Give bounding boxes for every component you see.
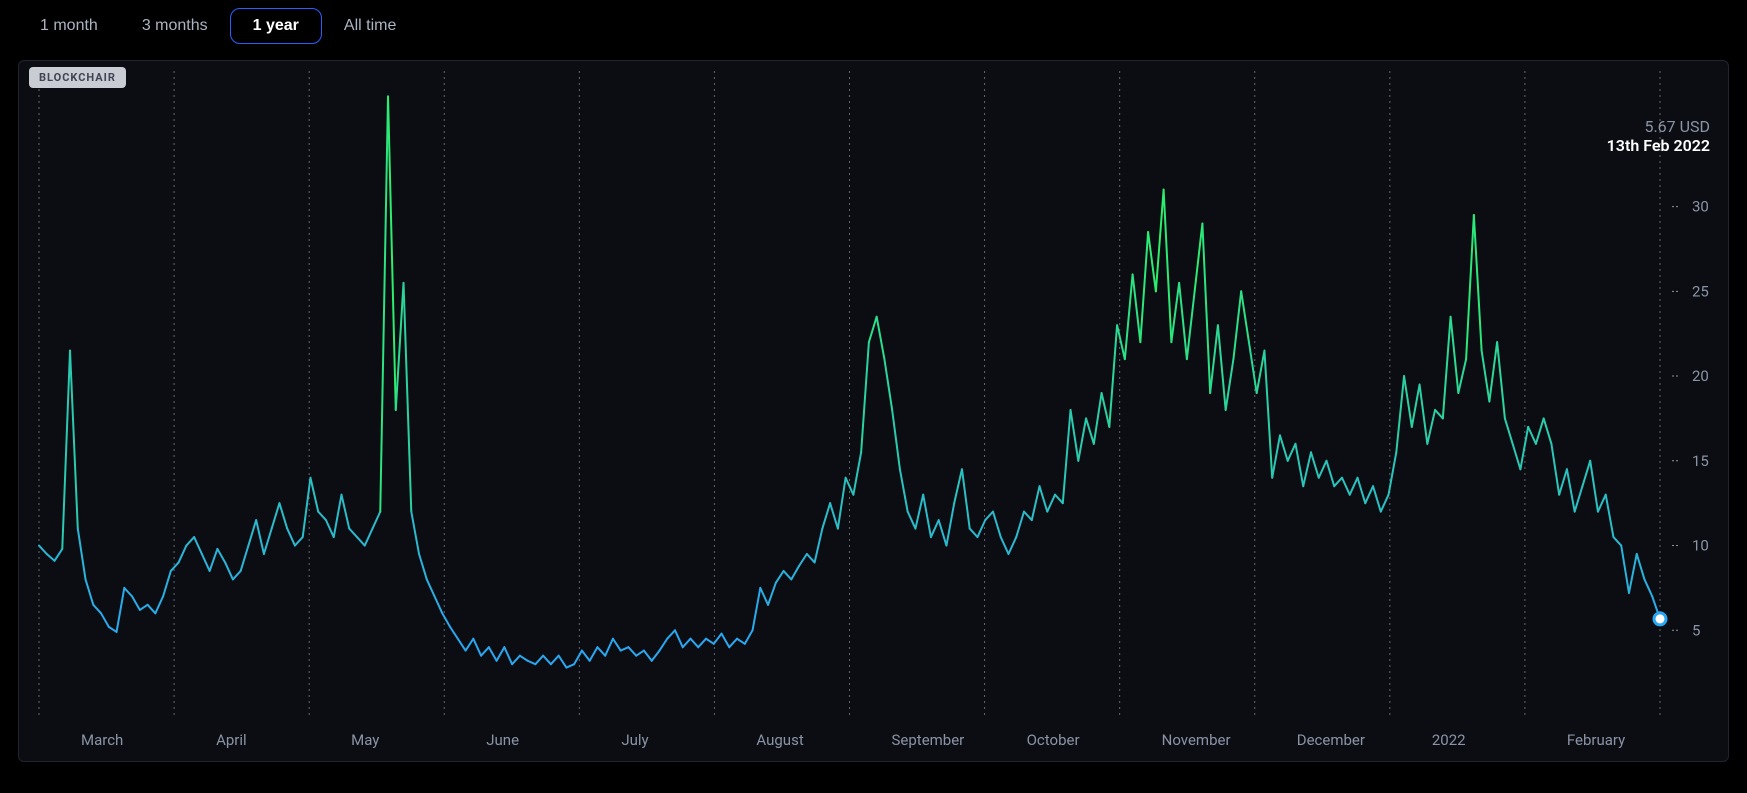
watermark-badge: BLOCKCHAIR [29,67,126,88]
svg-text:30: 30 [1692,198,1709,216]
svg-text:August: August [756,731,803,749]
svg-text:25: 25 [1692,282,1709,300]
svg-text:20: 20 [1692,367,1709,385]
svg-text:July: July [621,731,648,749]
time-range-tabs: 1 month 3 months 1 year All time [0,0,1747,52]
chart-svg: March April May June July August September Octo… [19,61,1730,761]
tab-3-months[interactable]: 3 months [120,8,230,44]
tab-1-month[interactable]: 1 month [18,8,120,44]
svg-text:November: November [1162,731,1231,749]
svg-text:December: December [1297,731,1365,749]
svg-text:March: March [81,731,123,749]
svg-text:October: October [1027,731,1080,749]
svg-text:June: June [486,731,519,749]
svg-text:10: 10 [1692,537,1709,555]
tooltip-date: 13th Feb 2022 [1607,136,1710,155]
svg-text:February: February [1567,731,1625,749]
tab-all-time[interactable]: All time [322,8,418,44]
current-value-tooltip: 5.67 USD 13th Feb 2022 [1607,117,1710,155]
svg-text:2022: 2022 [1432,731,1466,749]
svg-text:April: April [216,731,247,749]
svg-text:5: 5 [1692,621,1700,639]
tooltip-value: 5.67 USD [1607,117,1710,136]
price-chart[interactable]: BLOCKCHAIR 5.67 USD 13th Feb 2022 March A… [18,60,1729,762]
svg-text:15: 15 [1692,452,1709,470]
svg-text:May: May [351,731,379,749]
tab-1-year[interactable]: 1 year [230,8,322,44]
svg-text:September: September [892,731,965,749]
